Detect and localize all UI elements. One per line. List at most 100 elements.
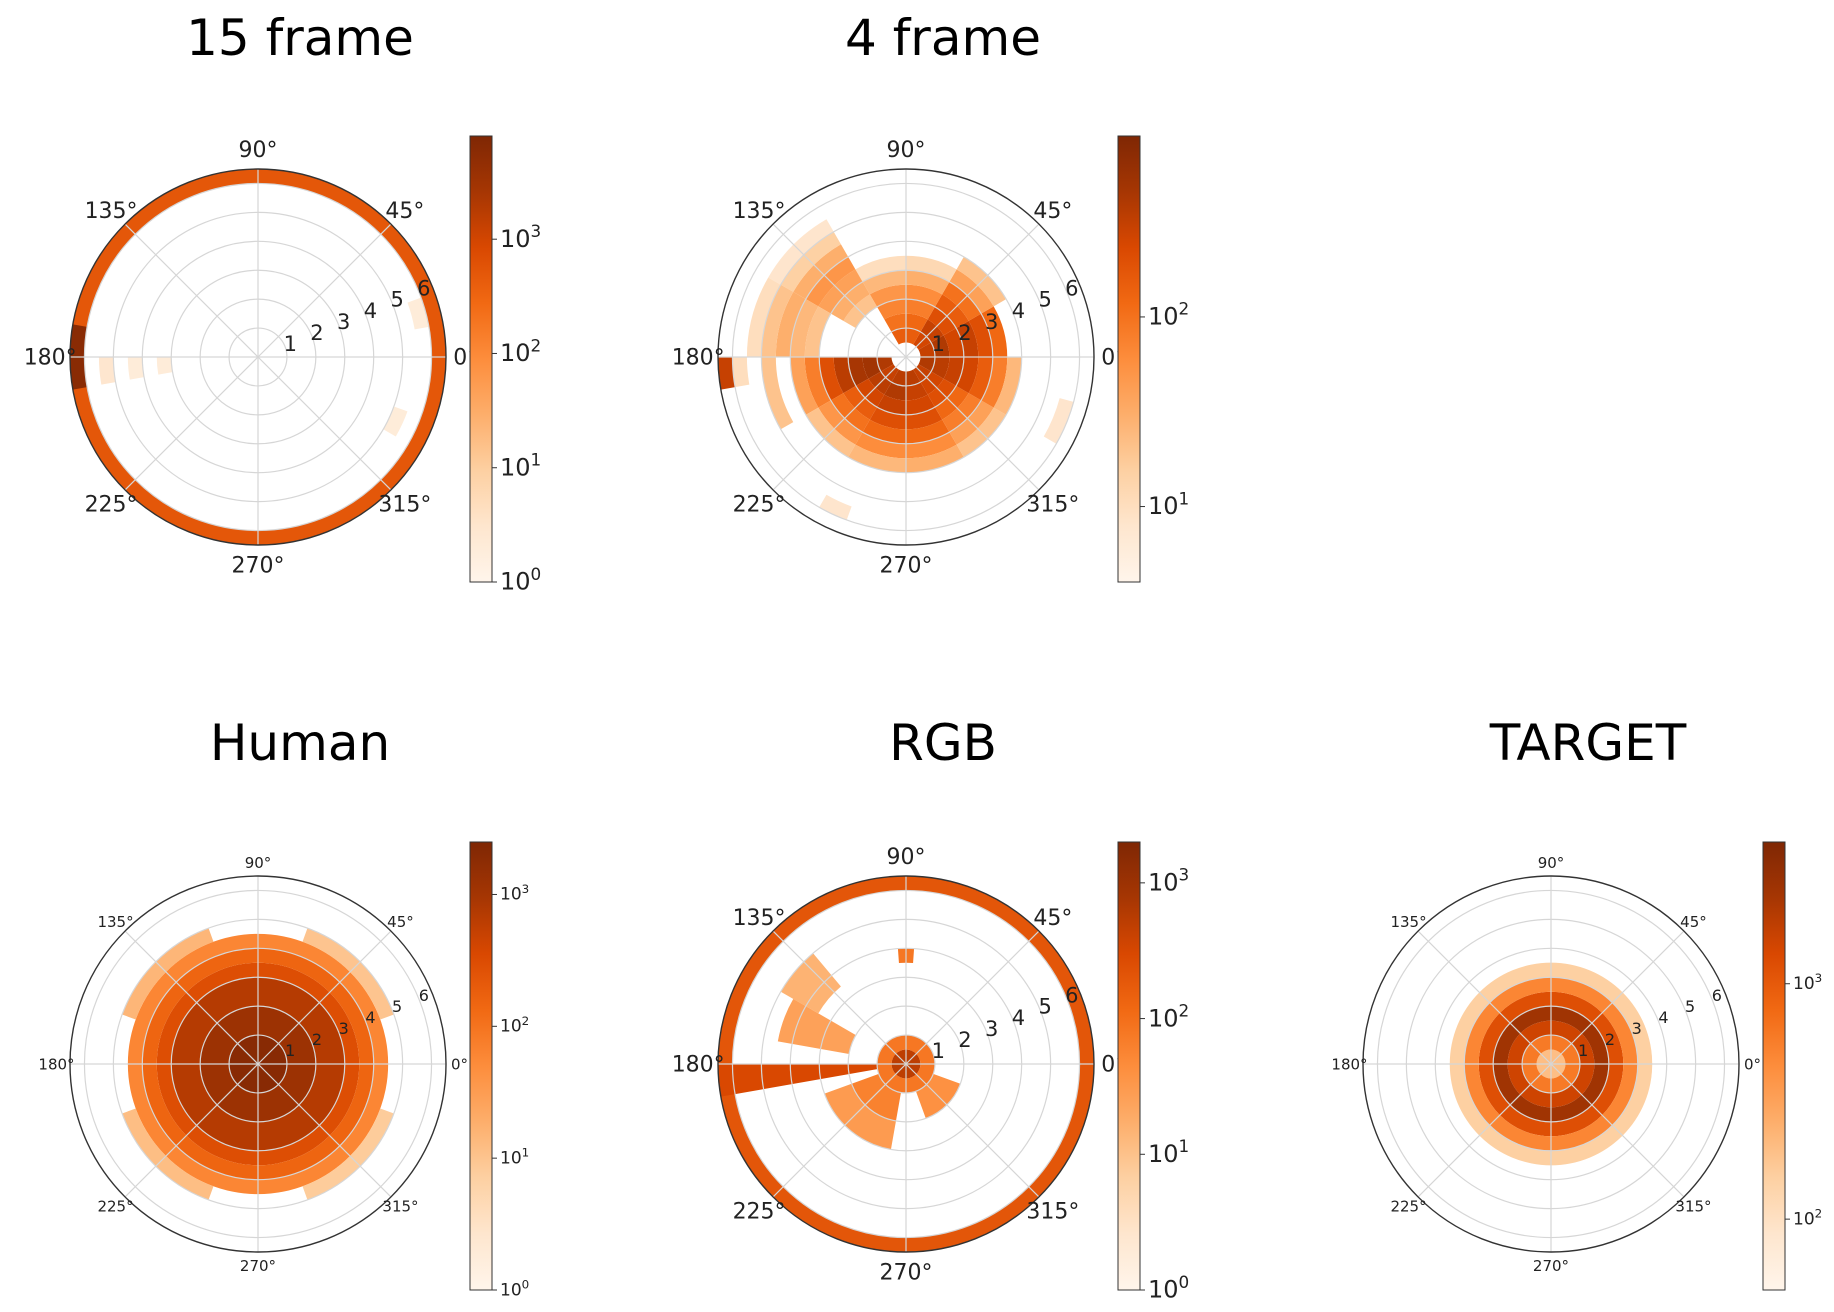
colorbar-tick-label: 103 — [500, 882, 529, 905]
heatmap-cell — [824, 1083, 896, 1150]
angular-gridline — [1417, 930, 1552, 1065]
heatmap-cell — [906, 328, 921, 345]
heatmap-cell — [862, 357, 881, 379]
angle-tick-label: 315° — [1026, 493, 1079, 518]
colorbar-tick-label: 102 — [500, 335, 541, 367]
heatmap-cell — [862, 270, 906, 295]
colorbar-tick-label: 103 — [1793, 971, 1822, 994]
radial-tick-label: 3 — [339, 1019, 349, 1038]
heatmap-cell — [804, 357, 831, 408]
heatmap-cell — [918, 342, 935, 357]
heatmap-cell — [906, 382, 928, 401]
radial-tick-label: 1 — [285, 1041, 295, 1060]
heatmap-cell — [819, 357, 844, 401]
angular-gridline — [772, 356, 907, 491]
heatmap-cell — [869, 284, 906, 307]
angle-tick-label: 45° — [1033, 199, 1072, 224]
radial-tick-label: 5 — [1038, 288, 1051, 312]
colorbar-tick-label: 101 — [500, 1146, 529, 1169]
radial-tick-label: 2 — [312, 1030, 322, 1049]
colorbar-tick-label: 101 — [1148, 1136, 1189, 1168]
heatmap-cell — [302, 928, 394, 1020]
angle-tick-label: 270° — [1533, 1257, 1569, 1275]
colorbar-tick-label: 102 — [1793, 1207, 1822, 1230]
radial-tick-label: 3 — [1632, 1019, 1642, 1038]
angular-gridline — [905, 223, 1040, 358]
chart-title: 15 frame — [186, 9, 414, 67]
radial-tick-label: 6 — [419, 986, 429, 1005]
radial-tick-label: 6 — [1065, 277, 1078, 301]
angle-tick-label: 180° — [38, 1055, 74, 1073]
angular-gridline — [772, 223, 907, 358]
angle-tick-label: 90° — [887, 845, 926, 870]
angle-tick-label: 90° — [1538, 854, 1565, 872]
angular-gridline — [124, 930, 259, 1065]
radial-tick-label: 2 — [958, 1028, 971, 1052]
heatmap-cell — [877, 299, 906, 320]
heatmap-cell — [862, 419, 906, 444]
angle-tick-label: 270° — [232, 554, 285, 579]
radial-tick-label: 6 — [1065, 984, 1078, 1008]
chart-title: TARGET — [1489, 714, 1687, 772]
heatmap-cell — [855, 432, 906, 459]
angle-tick-label: 180° — [24, 346, 77, 371]
angle-tick-label: 0° — [1744, 1055, 1761, 1073]
angle-tick-label: 225° — [1390, 1198, 1426, 1216]
colorbar-gradient — [469, 135, 493, 583]
radial-tick-label: 3 — [337, 310, 350, 334]
heatmap-cell — [968, 357, 993, 401]
heatmap-cell — [981, 357, 1008, 408]
heatmap-cell — [906, 255, 957, 282]
angle-tick-label: 135° — [85, 199, 138, 224]
angle-tick-label: 270° — [880, 1261, 933, 1286]
angle-tick-label: 315° — [1026, 1200, 1079, 1225]
radial-tick-label: 4 — [1012, 299, 1025, 323]
radial-tick-label: 2 — [1605, 1030, 1615, 1049]
colorbar: 102 103 — [1762, 841, 1822, 1291]
heatmap-cell — [790, 299, 819, 357]
radial-tick-label: 4 — [365, 1008, 375, 1027]
angular-gridline — [905, 1063, 1040, 1198]
angular-gridline — [257, 223, 392, 358]
angular-gridline — [124, 356, 259, 491]
angle-tick-label: 135° — [1390, 913, 1426, 931]
angular-gridline — [905, 356, 1040, 491]
radial-tick-label: 6 — [417, 277, 430, 301]
angle-tick-label: 315° — [382, 1198, 418, 1216]
heatmap-cell — [732, 357, 750, 388]
radial-tick-label: 4 — [364, 299, 377, 323]
polar-frame — [69, 168, 447, 546]
heatmap-cell — [127, 357, 145, 380]
angle-tick-label: 0° — [451, 1055, 468, 1073]
heatmap-cell — [906, 444, 964, 473]
angle-tick-label: 90° — [245, 854, 272, 872]
heatmap-cell — [906, 270, 950, 295]
radial-tick-label: 6 — [1712, 986, 1722, 1005]
heatmap-cell — [968, 313, 993, 357]
heatmap-cell — [851, 1073, 901, 1121]
polar-frame — [717, 168, 1095, 546]
heatmap-cell — [993, 357, 1022, 415]
heatmap-cell — [819, 494, 852, 521]
polar-frame — [1362, 875, 1740, 1253]
angular-gridline — [257, 1063, 392, 1198]
angle-tick-label: 180° — [672, 1053, 725, 1078]
heatmap-cell — [746, 277, 781, 357]
radial-tick-label: 5 — [1038, 995, 1051, 1019]
chart-title: RGB — [889, 714, 997, 772]
angle-tick-label: 45° — [387, 913, 414, 931]
angle-tick-label: 45° — [1680, 913, 1707, 931]
angle-tick-label: 315° — [378, 493, 431, 518]
angle-tick-label: 270° — [880, 554, 933, 579]
colorbar-tick-label: 103 — [500, 221, 541, 253]
heatmap-cell — [906, 369, 921, 386]
heatmap-cell — [943, 328, 964, 357]
heatmap-cells — [718, 219, 1074, 521]
heatmap-cell — [122, 928, 214, 1020]
